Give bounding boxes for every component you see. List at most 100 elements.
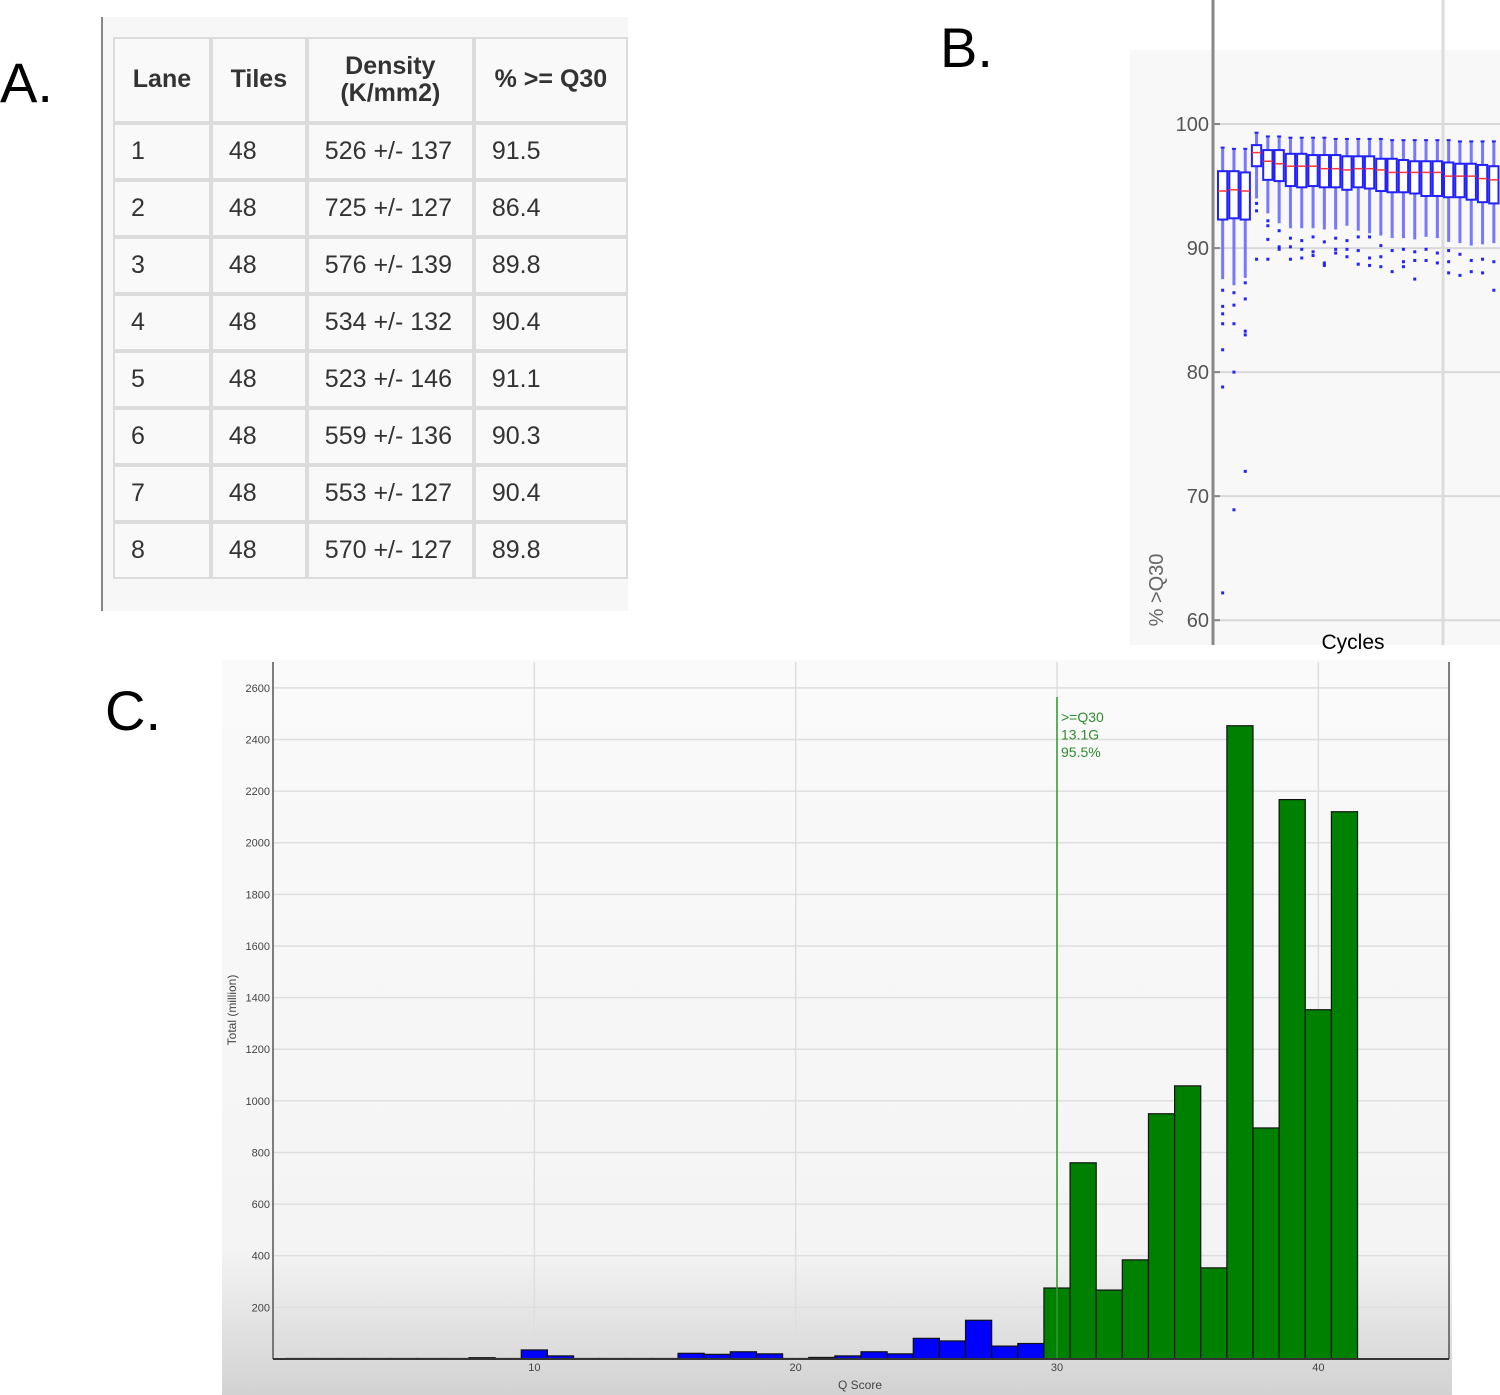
- histogram-bar: [1017, 1342, 1045, 1360]
- histogram-bar: [337, 1357, 366, 1360]
- cell-q30: 91.5: [473, 123, 628, 180]
- outlier-point: [1311, 250, 1315, 254]
- outlier-point: [1322, 240, 1326, 244]
- box: [1375, 157, 1387, 193]
- outlier-point: [1243, 297, 1247, 301]
- histogram-bar: [834, 1355, 862, 1360]
- cell-q30: 90.4: [473, 465, 628, 522]
- y-tick-label: 70: [1187, 486, 1209, 508]
- panel-label-b: B.: [940, 16, 993, 79]
- outlier-point: [1311, 254, 1315, 258]
- lane-summary-panel: Lane Tiles Density (K/mm2) % >= Q30 1 48 5…: [101, 17, 628, 611]
- y-tick-label: 2400: [246, 734, 270, 746]
- box: [1363, 155, 1376, 190]
- cell-tiles: 48: [210, 180, 307, 237]
- table-header-row: Lane Tiles Density (K/mm2) % >= Q30: [113, 37, 628, 123]
- cell-q30: 91.1: [473, 351, 628, 408]
- lane-summary-table: Lane Tiles Density (K/mm2) % >= Q30 1 48 5…: [113, 37, 628, 579]
- cell-lane: 4: [113, 294, 211, 351]
- y-tick-label: 1000: [246, 1096, 270, 1108]
- header-density: Density (K/mm2): [306, 37, 474, 123]
- outlier-point: [1424, 258, 1428, 262]
- histogram-bar: [625, 1357, 653, 1360]
- x-tick-label: 10: [528, 1362, 540, 1374]
- cell-tiles: 48: [210, 294, 307, 351]
- outlier-point: [1379, 265, 1383, 269]
- outlier-point: [1345, 247, 1349, 251]
- box: [1284, 152, 1297, 188]
- y-axis-label: Total (million): [225, 975, 239, 1046]
- cell-q30: 89.8: [473, 522, 628, 579]
- cell-density: 570 +/- 127: [306, 522, 474, 579]
- cell-density: 725 +/- 127: [306, 180, 474, 237]
- y-tick-label: 800: [252, 1147, 270, 1159]
- box: [1273, 149, 1285, 183]
- outlier-point: [1492, 288, 1496, 292]
- outlier-point: [1424, 247, 1428, 251]
- cell-q30: 86.4: [473, 180, 628, 237]
- outlier-point: [1288, 236, 1292, 240]
- x-tick-label: 20: [790, 1362, 802, 1374]
- histogram-bar: [520, 1349, 548, 1360]
- outlier-point: [1266, 219, 1270, 223]
- box: [1454, 162, 1466, 199]
- outlier-point: [1368, 235, 1372, 239]
- outlier-point: [1322, 263, 1326, 267]
- histogram-bar: [886, 1353, 914, 1360]
- outlier-point: [1481, 271, 1485, 275]
- cell-lane: 2: [113, 180, 211, 237]
- y-tick-label: 1400: [246, 993, 270, 1005]
- header-tiles: Tiles: [210, 37, 307, 123]
- outlier-point: [1243, 281, 1247, 285]
- box: [1239, 171, 1251, 221]
- histogram-bar: [572, 1357, 601, 1360]
- cell-density: 534 +/- 132: [306, 294, 474, 351]
- histogram-bar: [1304, 1009, 1333, 1360]
- y-axis-label: % >Q30: [1146, 554, 1168, 627]
- histogram-bar: [494, 1357, 522, 1360]
- box: [1397, 159, 1410, 194]
- outlier-point: [1288, 245, 1292, 249]
- y-tick-label: 1200: [246, 1044, 270, 1056]
- cell-density: 576 +/- 139: [306, 237, 474, 294]
- outlier-point: [1379, 244, 1383, 248]
- outlier-point: [1469, 270, 1473, 274]
- panel-label-a: A.: [0, 51, 53, 114]
- histogram-bar: [1043, 1287, 1071, 1360]
- histogram-bar: [964, 1319, 993, 1360]
- histogram-bar: [1121, 1259, 1150, 1360]
- outlier-point: [1266, 224, 1270, 228]
- box: [1488, 165, 1500, 205]
- q30-annotation-text: 95.5%: [1061, 744, 1101, 760]
- outlier-point: [1232, 508, 1236, 512]
- box: [1443, 161, 1455, 199]
- cell-lane: 3: [113, 237, 211, 294]
- q30-annotation-text: >=Q30: [1061, 709, 1104, 725]
- box: [1431, 160, 1443, 197]
- x-axis-label: Q Score: [838, 1378, 882, 1392]
- histogram-bar: [1200, 1267, 1228, 1360]
- outlier-point: [1458, 252, 1462, 256]
- box: [1341, 155, 1353, 191]
- box: [1465, 162, 1477, 201]
- outlier-point: [1413, 277, 1417, 281]
- histogram-bar: [912, 1337, 940, 1360]
- histogram-bar: [729, 1351, 758, 1360]
- outlier-point: [1435, 251, 1439, 255]
- box: [1318, 154, 1330, 189]
- outlier-point: [1401, 265, 1405, 269]
- outlier-point: [1243, 333, 1247, 337]
- outlier-point: [1266, 237, 1270, 241]
- outlier-point: [1255, 201, 1259, 205]
- table-row: 8 48 570 +/- 127 89.8: [113, 522, 628, 579]
- outlier-point: [1322, 261, 1326, 265]
- cell-lane: 8: [113, 522, 211, 579]
- outlier-point: [1435, 261, 1439, 265]
- cell-tiles: 48: [210, 237, 307, 294]
- outlier-point: [1221, 591, 1225, 595]
- x-tick-label: 30: [1051, 1362, 1063, 1374]
- box: [1250, 144, 1263, 168]
- outlier-point: [1492, 260, 1496, 264]
- outlier-point: [1356, 249, 1360, 253]
- histogram-bar: [781, 1357, 810, 1360]
